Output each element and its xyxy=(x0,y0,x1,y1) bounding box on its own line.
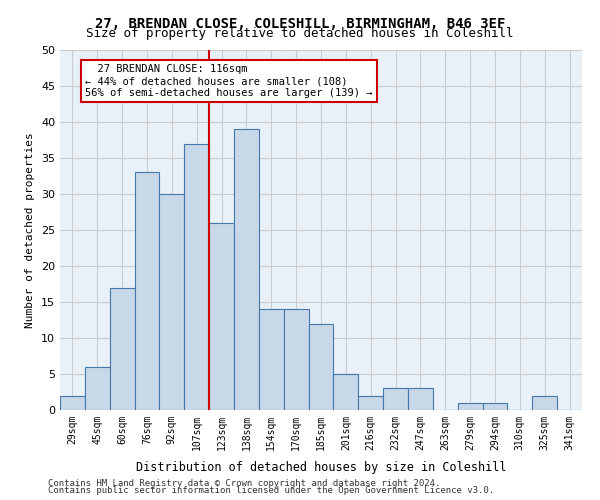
Text: Contains HM Land Registry data © Crown copyright and database right 2024.: Contains HM Land Registry data © Crown c… xyxy=(48,478,440,488)
Bar xyxy=(358,396,383,410)
Bar xyxy=(85,367,110,410)
Bar xyxy=(184,144,209,410)
Text: 27 BRENDAN CLOSE: 116sqm
← 44% of detached houses are smaller (108)
56% of semi-: 27 BRENDAN CLOSE: 116sqm ← 44% of detach… xyxy=(85,64,373,98)
Bar xyxy=(234,129,259,410)
Bar xyxy=(259,309,284,410)
Bar xyxy=(334,374,358,410)
Bar xyxy=(160,194,184,410)
Bar xyxy=(482,403,508,410)
Text: Size of property relative to detached houses in Coleshill: Size of property relative to detached ho… xyxy=(86,28,514,40)
Bar xyxy=(60,396,85,410)
Text: Contains public sector information licensed under the Open Government Licence v3: Contains public sector information licen… xyxy=(48,486,494,495)
Bar xyxy=(532,396,557,410)
Y-axis label: Number of detached properties: Number of detached properties xyxy=(25,132,35,328)
Bar xyxy=(408,388,433,410)
Bar xyxy=(308,324,334,410)
Bar xyxy=(134,172,160,410)
Bar xyxy=(458,403,482,410)
X-axis label: Distribution of detached houses by size in Coleshill: Distribution of detached houses by size … xyxy=(136,461,506,474)
Bar xyxy=(110,288,134,410)
Bar xyxy=(383,388,408,410)
Text: 27, BRENDAN CLOSE, COLESHILL, BIRMINGHAM, B46 3EF: 27, BRENDAN CLOSE, COLESHILL, BIRMINGHAM… xyxy=(95,18,505,32)
Bar xyxy=(284,309,308,410)
Bar xyxy=(209,223,234,410)
